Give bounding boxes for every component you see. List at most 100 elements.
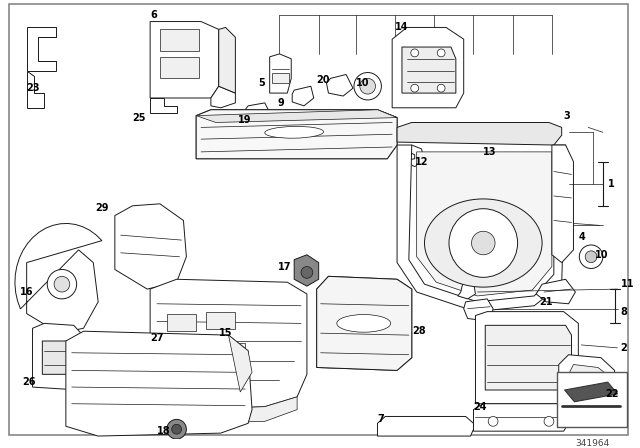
Circle shape [488,417,498,426]
Polygon shape [317,276,412,370]
Polygon shape [42,341,76,375]
Circle shape [472,231,495,255]
Circle shape [411,84,419,92]
Text: 9: 9 [278,98,284,108]
Polygon shape [397,145,566,312]
Polygon shape [458,279,476,299]
FancyBboxPatch shape [557,372,627,427]
Polygon shape [397,122,562,145]
Text: 5: 5 [258,78,265,88]
Text: 15: 15 [219,328,232,338]
Polygon shape [493,155,513,168]
Polygon shape [392,27,464,108]
Text: 29: 29 [95,203,109,213]
Text: 17: 17 [278,262,291,271]
Text: 3: 3 [564,111,570,121]
Text: 22: 22 [605,389,618,399]
Circle shape [579,245,603,268]
Text: 10: 10 [595,250,609,260]
Polygon shape [552,145,573,263]
Polygon shape [211,86,236,108]
Circle shape [585,251,597,263]
Polygon shape [150,397,297,423]
Polygon shape [317,276,412,370]
Text: 23: 23 [27,83,40,93]
Polygon shape [485,325,572,390]
Polygon shape [476,312,579,404]
Text: 26: 26 [23,377,36,387]
Text: 4: 4 [579,232,585,242]
Circle shape [47,270,77,299]
Circle shape [301,267,313,278]
Polygon shape [206,343,245,355]
Polygon shape [405,145,424,167]
Text: 28: 28 [412,326,426,336]
Text: 14: 14 [395,22,408,32]
Polygon shape [196,110,397,122]
Polygon shape [245,103,269,120]
Ellipse shape [265,126,324,138]
Polygon shape [568,365,611,419]
Text: 6: 6 [150,10,157,20]
Polygon shape [219,27,236,93]
Polygon shape [115,204,186,289]
Circle shape [437,84,445,92]
Text: 10: 10 [356,78,369,88]
Polygon shape [196,110,397,159]
Text: 1: 1 [608,179,614,189]
Polygon shape [150,279,307,409]
Polygon shape [167,314,196,331]
Polygon shape [33,323,86,390]
Polygon shape [536,279,575,304]
Polygon shape [27,70,44,108]
Circle shape [360,78,376,94]
Polygon shape [196,110,397,159]
Polygon shape [66,331,252,436]
Polygon shape [206,312,236,329]
Polygon shape [292,86,314,106]
Text: 13: 13 [483,147,497,157]
Polygon shape [564,382,618,402]
Text: 19: 19 [238,115,252,125]
Text: 341964: 341964 [575,439,609,448]
Circle shape [411,49,419,57]
Text: 12: 12 [415,157,428,167]
Polygon shape [269,54,291,93]
Polygon shape [160,30,199,51]
Ellipse shape [337,314,390,332]
Text: 27: 27 [150,333,164,343]
Text: 24: 24 [474,402,487,412]
Text: 21: 21 [539,297,553,307]
Text: 11: 11 [621,279,634,289]
Polygon shape [167,345,196,355]
Circle shape [354,73,381,100]
Text: 16: 16 [20,287,33,297]
Circle shape [449,209,518,277]
Polygon shape [464,299,493,321]
Polygon shape [271,73,289,83]
Polygon shape [160,57,199,78]
Circle shape [167,419,186,439]
Polygon shape [27,27,56,70]
Polygon shape [402,47,456,93]
Circle shape [54,276,70,292]
Polygon shape [474,404,568,431]
Text: 2: 2 [621,343,627,353]
Circle shape [544,417,554,426]
Text: 18: 18 [157,426,171,436]
Polygon shape [228,335,252,392]
Ellipse shape [424,199,542,287]
Circle shape [437,49,445,57]
Circle shape [172,424,182,434]
Polygon shape [150,98,177,113]
Polygon shape [378,417,474,436]
Text: 8: 8 [621,306,627,317]
Text: 7: 7 [378,414,384,424]
Polygon shape [294,255,319,286]
Polygon shape [326,74,353,96]
Polygon shape [559,355,614,426]
Polygon shape [150,22,219,98]
Polygon shape [15,224,102,333]
Polygon shape [405,152,415,160]
Polygon shape [417,152,552,296]
